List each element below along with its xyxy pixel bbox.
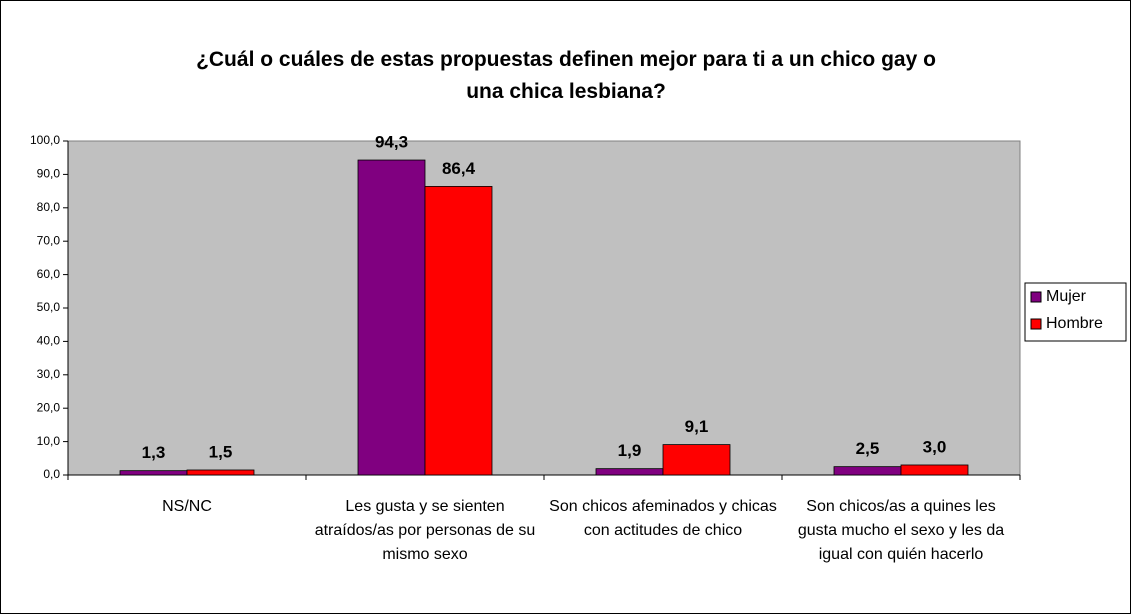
x-tick-label: Son chicos afeminados y chicas con actitu… — [549, 498, 777, 539]
data-label: 1,9 — [618, 441, 642, 460]
y-tick-label: 50,0 — [37, 300, 61, 314]
y-tick-label: 40,0 — [37, 334, 61, 348]
chart-title: ¿Cuál o cuáles de estas propuestas defin… — [196, 48, 936, 103]
bar — [357, 159, 426, 476]
y-tick-label: 60,0 — [37, 267, 61, 281]
legend-label: Mujer — [1046, 288, 1087, 305]
bar — [833, 466, 902, 476]
y-tick-label: 0,0 — [43, 467, 60, 481]
y-tick-label: 80,0 — [37, 200, 61, 214]
x-tick-label: Son chicos/as a quines les gusta mucho el… — [798, 498, 1004, 563]
x-tick-label: Les gusta y se sienten atraídos/as por pe… — [315, 498, 536, 563]
y-tick-label: 10,0 — [37, 434, 61, 448]
plot-area — [67, 140, 1021, 476]
y-tick-label: 70,0 — [37, 233, 61, 247]
y-tick-label: 90,0 — [37, 167, 61, 181]
legend-swatch — [1030, 291, 1042, 303]
legend-label: Hombre — [1046, 315, 1103, 332]
bar — [900, 464, 969, 476]
x-tick-label: NS/NC — [162, 498, 212, 515]
data-label: 1,5 — [209, 442, 233, 461]
data-label: 9,1 — [685, 417, 709, 436]
y-tick-label: 100,0 — [30, 133, 60, 147]
data-label: 1,3 — [142, 443, 166, 462]
bar — [119, 470, 188, 476]
data-label: 86,4 — [442, 159, 476, 178]
bar — [595, 468, 664, 476]
legend-box — [1024, 282, 1127, 342]
bar — [186, 469, 255, 476]
y-tick-label: 20,0 — [37, 400, 61, 414]
y-tick-label: 30,0 — [37, 367, 61, 381]
legend-swatch — [1030, 318, 1042, 330]
data-label: 94,3 — [375, 133, 408, 152]
bar — [662, 444, 731, 476]
bar — [424, 186, 493, 476]
data-label: 2,5 — [856, 439, 880, 458]
data-label: 3,0 — [923, 437, 947, 456]
